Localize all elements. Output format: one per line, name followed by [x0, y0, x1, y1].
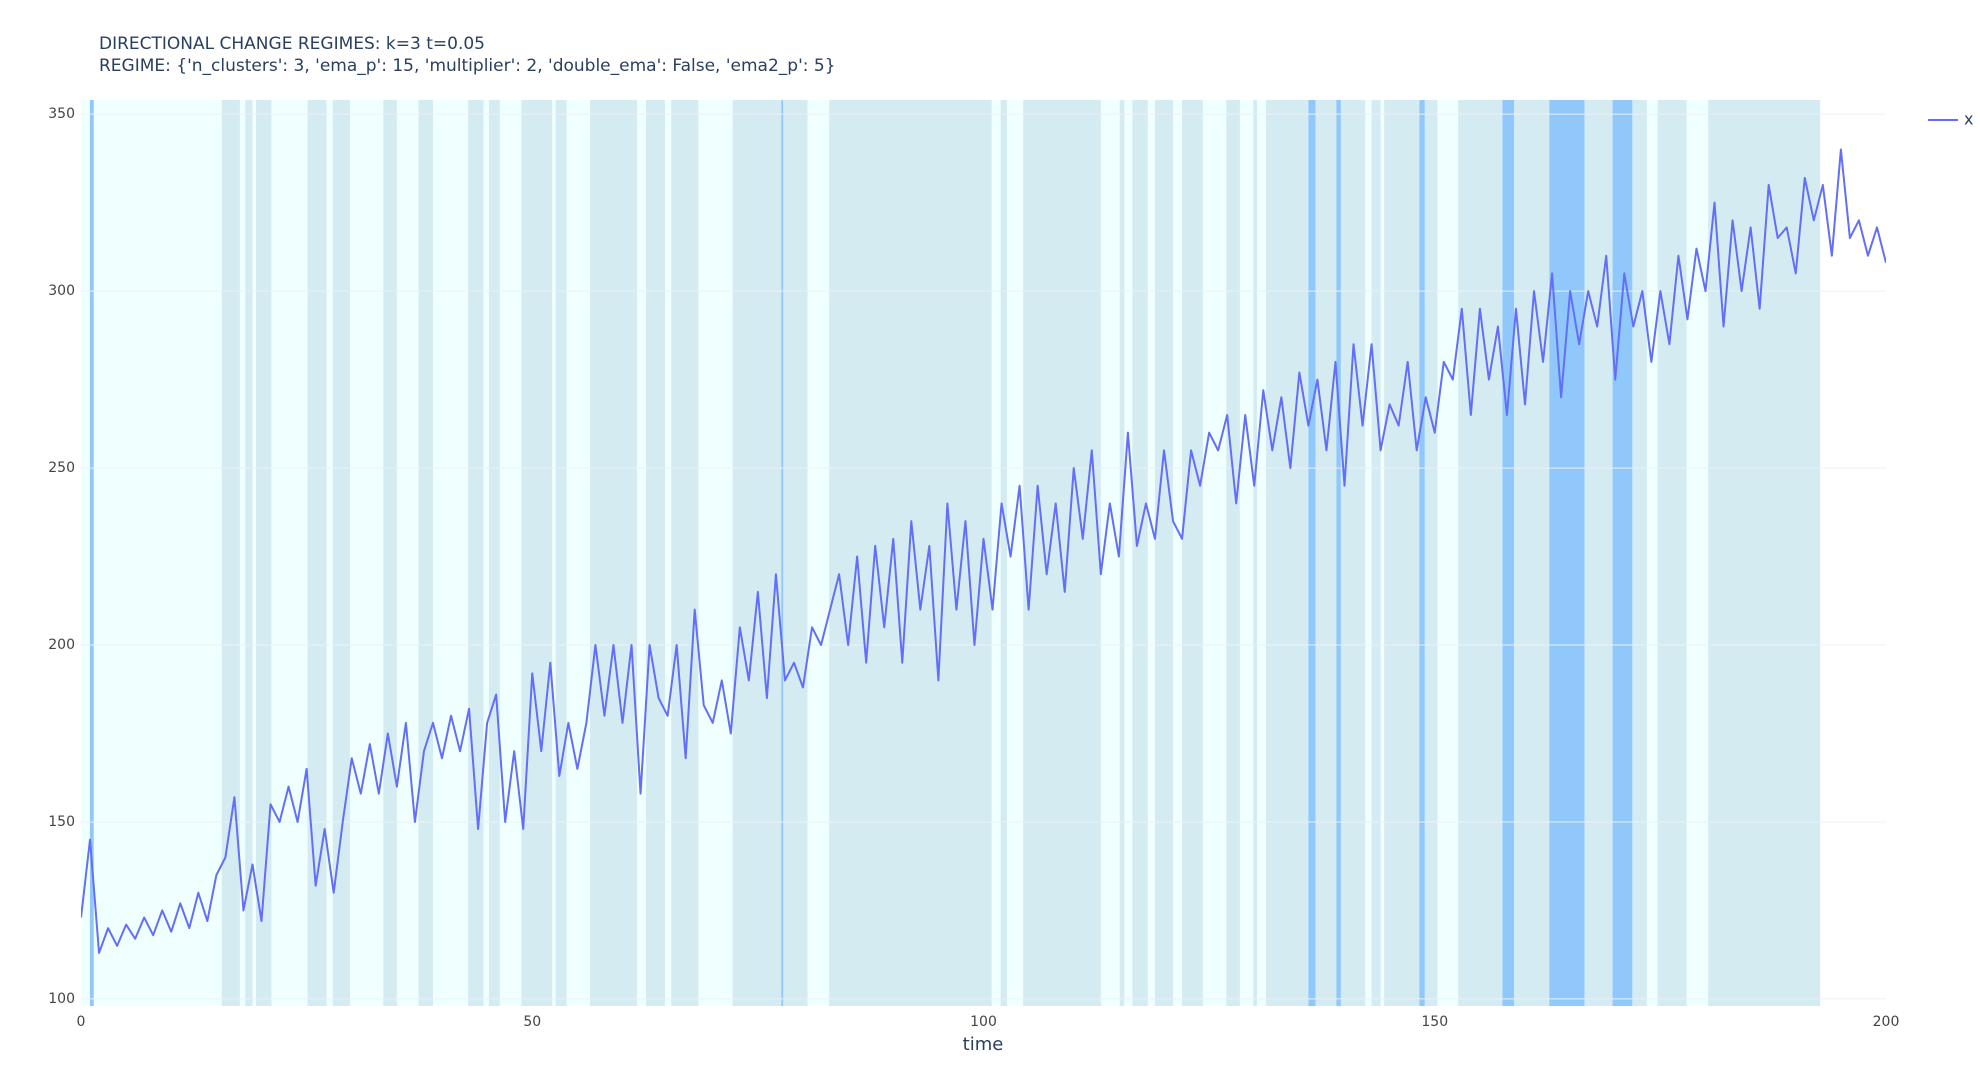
regime-band: [1458, 100, 1503, 1006]
regime-band: [555, 100, 567, 1006]
regime-band: [1154, 100, 1174, 1006]
y-tick-label: 250: [48, 460, 75, 476]
regime-band: [1371, 100, 1381, 1006]
regime-band: [781, 100, 784, 1006]
regime-band: [1132, 100, 1148, 1006]
regime-band: [1226, 100, 1240, 1006]
regime-band: [383, 100, 397, 1006]
x-tick-label: 50: [523, 1014, 541, 1030]
regime-band: [645, 100, 665, 1006]
regime-band: [1182, 100, 1203, 1006]
y-tick-label: 150: [48, 814, 75, 830]
x-tick-label: 150: [1421, 1014, 1448, 1030]
y-tick-label: 350: [48, 106, 75, 122]
regime-band: [1000, 100, 1007, 1006]
regime-band: [1265, 100, 1309, 1006]
regime-band: [1419, 100, 1425, 1006]
grid-layer: [81, 113, 1886, 1000]
regime-band: [671, 100, 699, 1006]
regime-band: [732, 100, 808, 1006]
series-line: [81, 148, 1886, 954]
x-axis-title: time: [963, 1034, 1004, 1055]
regime-band: [332, 100, 350, 1006]
line-layer: [81, 148, 1886, 954]
regime-band: [418, 100, 433, 1006]
regime-band: [1612, 100, 1633, 1006]
regime-band: [245, 100, 253, 1006]
legend-label: x: [1964, 110, 1973, 129]
chart-title: DIRECTIONAL CHANGE REGIMES: k=3 t=0.05: [99, 34, 485, 54]
chart-subtitle: REGIME: {'n_clusters': 3, 'ema_p': 15, '…: [99, 56, 836, 76]
regime-band: [1514, 100, 1550, 1006]
regime-band: [1384, 100, 1420, 1006]
regime-band: [1023, 100, 1101, 1006]
regime-band: [1308, 100, 1316, 1006]
regime-band: [307, 100, 327, 1006]
regime-band: [1632, 100, 1647, 1006]
regime-band: [521, 100, 553, 1006]
regime-band: [590, 100, 637, 1006]
regime-band: [1315, 100, 1337, 1006]
regime-band: [1424, 100, 1438, 1006]
regime-band: [829, 100, 992, 1006]
regime-band: [1549, 100, 1585, 1006]
regime-band: [89, 100, 94, 1006]
y-tick-label: 200: [48, 637, 75, 653]
x-tick-label: 200: [1873, 1014, 1900, 1030]
regime-band: [1336, 100, 1341, 1006]
regime-band: [488, 100, 500, 1006]
regime-band: [1119, 100, 1125, 1006]
regime-band: [1657, 100, 1687, 1006]
regime-band: [1584, 100, 1613, 1006]
y-tick-label: 100: [48, 991, 75, 1007]
x-tick-label: 0: [77, 1014, 86, 1030]
regime-band: [221, 100, 240, 1006]
regime-band: [1502, 100, 1515, 1006]
x-tick-label: 100: [970, 1014, 997, 1030]
regime-layer: [81, 100, 1821, 1006]
regime-band: [1340, 100, 1366, 1006]
regime-band: [468, 100, 484, 1006]
regime-band: [1253, 100, 1257, 1006]
y-tick-label: 300: [48, 283, 75, 299]
regime-band: [256, 100, 272, 1006]
